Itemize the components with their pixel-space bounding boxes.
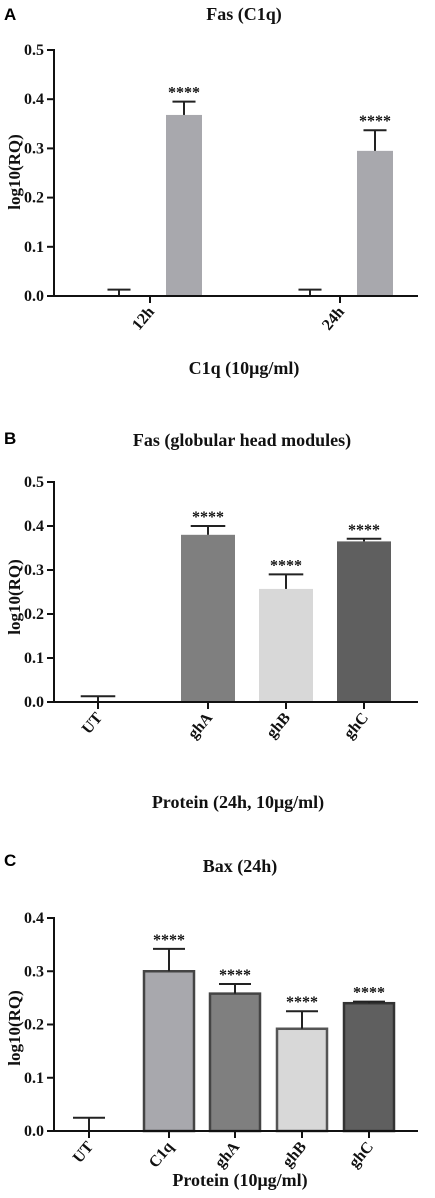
- y-tick-label-b: 0.5: [24, 474, 44, 491]
- bar-c-ghc: [342, 1001, 396, 1133]
- y-tick-label-c: 0.1: [24, 1070, 44, 1087]
- y-tick-label-b: 0.2: [24, 606, 44, 623]
- x-tick-label-c: ghC: [346, 1139, 377, 1172]
- x-tick-label-b: ghC: [341, 710, 372, 743]
- x-tick-label-b: UT: [79, 709, 107, 737]
- significance-label-c: ****: [286, 994, 318, 1011]
- significance-label-b: ****: [192, 509, 224, 526]
- x-tick-label-a: 24h: [319, 304, 348, 334]
- y-tick-label-a: 0.5: [24, 42, 44, 59]
- x-tick-label-c: C1q: [146, 1139, 177, 1172]
- y-tick-label-c: 0.4: [24, 910, 44, 927]
- y-tick-label-b: 0.0: [24, 694, 44, 711]
- significance-label-b: ****: [270, 557, 302, 574]
- y-tick-label-a: 0.3: [24, 140, 44, 157]
- x-axis-label-a: C1q (10μg/ml): [189, 358, 300, 379]
- x-tick-label-b: ghA: [185, 709, 217, 742]
- significance-label-c: ****: [153, 932, 185, 949]
- bar-b-ghb: [259, 588, 313, 702]
- significance-label-a: ****: [359, 113, 391, 130]
- x-tick-label-b: ghB: [263, 709, 294, 741]
- chart-title-b: Fas (globular head modules): [133, 430, 351, 451]
- y-tick-label-b: 0.1: [24, 650, 44, 667]
- panel-c: C Bax (24h) log10(RQ) Protein (10μg/ml) …: [4, 851, 418, 1191]
- bar-a-12h: [166, 114, 202, 296]
- bar-b-ghc: [337, 541, 391, 702]
- chart-title-c: Bax (24h): [203, 856, 278, 877]
- y-tick-label-c: 0.2: [24, 1017, 44, 1034]
- x-tick-label-c: UT: [70, 1138, 98, 1166]
- x-tick-label-a: 12h: [129, 304, 158, 334]
- bar-b-gha: [181, 534, 235, 702]
- y-tick-label-a: 0.0: [24, 288, 44, 305]
- y-tick-label-c: 0.0: [24, 1123, 44, 1140]
- panel-letter-c: C: [4, 851, 16, 870]
- panel-a: A Fas (C1q) log10(RQ) C1q (10μg/ml) 0.0 0…: [4, 4, 418, 379]
- y-tick-label-c: 0.3: [24, 963, 44, 980]
- y-tick-label-a: 0.1: [24, 239, 44, 256]
- bar-c-c1q: [142, 970, 196, 1133]
- significance-label-b: ****: [348, 522, 380, 539]
- y-axis-label-c: log10(RQ): [5, 990, 24, 1066]
- bar-c-gha: [208, 992, 262, 1133]
- significance-label-c: ****: [219, 967, 251, 984]
- y-tick-label-a: 0.2: [24, 190, 44, 207]
- panel-b: B Fas (globular head modules) log10(RQ) …: [4, 429, 418, 813]
- y-tick-label-a: 0.4: [24, 91, 44, 108]
- y-axis-label-a: log10(RQ): [5, 134, 24, 210]
- panel-letter-a: A: [4, 5, 16, 24]
- panel-letter-b: B: [4, 429, 16, 448]
- y-axis-label-b: log10(RQ): [5, 559, 24, 635]
- x-tick-label-c: ghA: [212, 1138, 244, 1171]
- bar-a-24h: [357, 150, 393, 296]
- bar-c-ghb: [275, 1027, 329, 1133]
- x-tick-label-c: ghB: [279, 1138, 310, 1170]
- chart-title-a: Fas (C1q): [206, 4, 282, 25]
- significance-label-c: ****: [353, 985, 385, 1002]
- x-axis-label-b: Protein (24h, 10μg/ml): [152, 792, 324, 813]
- significance-label-a: ****: [168, 85, 200, 102]
- x-axis-label-c: Protein (10μg/ml): [172, 1170, 307, 1191]
- y-tick-label-b: 0.4: [24, 518, 44, 535]
- y-tick-label-b: 0.3: [24, 562, 44, 579]
